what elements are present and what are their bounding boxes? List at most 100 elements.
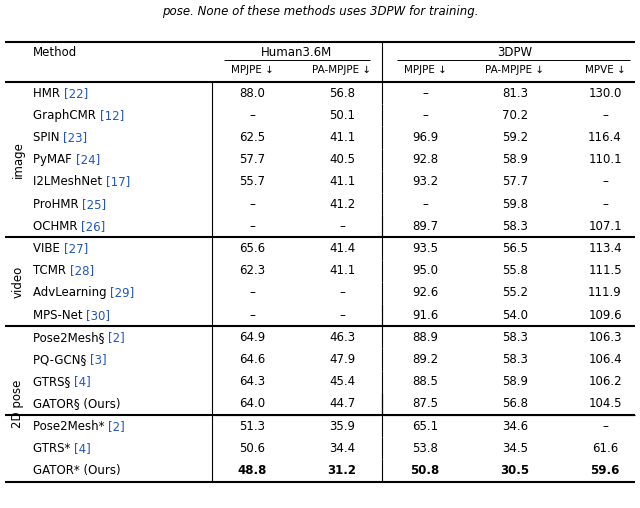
Text: [25]: [25]	[83, 198, 106, 211]
Text: 55.2: 55.2	[502, 287, 528, 299]
Text: [4]: [4]	[74, 375, 91, 388]
Text: 109.6: 109.6	[588, 308, 622, 322]
Text: 59.2: 59.2	[502, 131, 528, 144]
Text: 65.1: 65.1	[412, 420, 438, 433]
Text: –: –	[602, 198, 608, 211]
Text: 93.5: 93.5	[412, 242, 438, 255]
Text: 2D pose: 2D pose	[12, 379, 24, 428]
Text: GTRS*: GTRS*	[33, 442, 74, 455]
Text: –: –	[602, 420, 608, 433]
Text: GATOR§ (Ours): GATOR§ (Ours)	[33, 397, 120, 410]
Text: 116.4: 116.4	[588, 131, 622, 144]
Text: –: –	[422, 86, 428, 100]
Text: –: –	[249, 109, 255, 122]
Text: –: –	[249, 287, 255, 299]
Text: 34.6: 34.6	[502, 420, 528, 433]
Text: 41.2: 41.2	[329, 198, 355, 211]
Text: MPJPE ↓: MPJPE ↓	[230, 65, 273, 75]
Text: 59.8: 59.8	[502, 198, 528, 211]
Text: 89.2: 89.2	[412, 353, 438, 366]
Text: 55.8: 55.8	[502, 264, 528, 277]
Text: [17]: [17]	[106, 175, 130, 188]
Text: ProHMR: ProHMR	[33, 198, 83, 211]
Text: 45.4: 45.4	[329, 375, 355, 388]
Text: GATOR* (Ours): GATOR* (Ours)	[33, 464, 120, 477]
Text: PyMAF: PyMAF	[33, 153, 76, 166]
Text: VIBE: VIBE	[33, 242, 63, 255]
Text: 88.0: 88.0	[239, 86, 265, 100]
Text: 57.7: 57.7	[239, 153, 265, 166]
Text: 57.7: 57.7	[502, 175, 528, 188]
Text: –: –	[422, 109, 428, 122]
Text: –: –	[339, 287, 345, 299]
Text: Human3.6M: Human3.6M	[261, 46, 333, 58]
Text: [12]: [12]	[100, 109, 124, 122]
Text: –: –	[339, 220, 345, 233]
Text: 64.3: 64.3	[239, 375, 265, 388]
Text: 34.5: 34.5	[502, 442, 528, 455]
Text: 130.0: 130.0	[588, 86, 621, 100]
Text: MPJPE ↓: MPJPE ↓	[404, 65, 447, 75]
Text: AdvLearning: AdvLearning	[33, 287, 110, 299]
Text: 106.2: 106.2	[588, 375, 622, 388]
Text: pose. None of these methods uses 3DPW for training.: pose. None of these methods uses 3DPW fo…	[162, 5, 478, 18]
Text: image: image	[12, 141, 24, 178]
Text: 56.8: 56.8	[329, 86, 355, 100]
Text: 51.3: 51.3	[239, 420, 265, 433]
Text: 81.3: 81.3	[502, 86, 528, 100]
Text: 59.6: 59.6	[590, 464, 620, 477]
Text: PQ-GCN§: PQ-GCN§	[33, 353, 90, 366]
Text: 62.3: 62.3	[239, 264, 265, 277]
Text: 54.0: 54.0	[502, 308, 528, 322]
Text: PA-MPJPE ↓: PA-MPJPE ↓	[312, 65, 372, 75]
Text: 35.9: 35.9	[329, 420, 355, 433]
Text: 56.8: 56.8	[502, 397, 528, 410]
Text: [24]: [24]	[76, 153, 100, 166]
Text: [4]: [4]	[74, 442, 91, 455]
Text: 88.5: 88.5	[412, 375, 438, 388]
Text: –: –	[602, 109, 608, 122]
Text: 88.9: 88.9	[412, 331, 438, 344]
Text: 106.3: 106.3	[588, 331, 621, 344]
Text: 111.9: 111.9	[588, 287, 622, 299]
Text: 34.4: 34.4	[329, 442, 355, 455]
Text: GTRS§: GTRS§	[33, 375, 74, 388]
Text: Pose2Mesh*: Pose2Mesh*	[33, 420, 108, 433]
Text: 31.2: 31.2	[328, 464, 356, 477]
Text: 107.1: 107.1	[588, 220, 622, 233]
Text: 110.1: 110.1	[588, 153, 622, 166]
Text: [27]: [27]	[63, 242, 88, 255]
Text: SPIN: SPIN	[33, 131, 63, 144]
Text: 70.2: 70.2	[502, 109, 528, 122]
Text: 3DPW: 3DPW	[497, 46, 532, 58]
Text: OCHMR: OCHMR	[33, 220, 81, 233]
Text: MPS-Net: MPS-Net	[33, 308, 86, 322]
Text: 41.1: 41.1	[329, 131, 355, 144]
Text: MPVE ↓: MPVE ↓	[584, 65, 625, 75]
Text: [23]: [23]	[63, 131, 88, 144]
Text: 48.8: 48.8	[237, 464, 267, 477]
Text: [26]: [26]	[81, 220, 106, 233]
Text: –: –	[422, 198, 428, 211]
Text: 64.9: 64.9	[239, 331, 265, 344]
Text: 41.1: 41.1	[329, 175, 355, 188]
Text: HMR: HMR	[33, 86, 64, 100]
Text: 55.7: 55.7	[239, 175, 265, 188]
Text: [3]: [3]	[90, 353, 107, 366]
Text: 50.8: 50.8	[410, 464, 440, 477]
Text: 56.5: 56.5	[502, 242, 528, 255]
Text: 58.9: 58.9	[502, 153, 528, 166]
Text: 41.4: 41.4	[329, 242, 355, 255]
Text: 44.7: 44.7	[329, 397, 355, 410]
Text: 113.4: 113.4	[588, 242, 622, 255]
Text: 92.8: 92.8	[412, 153, 438, 166]
Text: 53.8: 53.8	[412, 442, 438, 455]
Text: –: –	[339, 308, 345, 322]
Text: 62.5: 62.5	[239, 131, 265, 144]
Text: –: –	[249, 198, 255, 211]
Text: 50.1: 50.1	[329, 109, 355, 122]
Text: 58.3: 58.3	[502, 331, 528, 344]
Text: video: video	[12, 266, 24, 298]
Text: 89.7: 89.7	[412, 220, 438, 233]
Text: 40.5: 40.5	[329, 153, 355, 166]
